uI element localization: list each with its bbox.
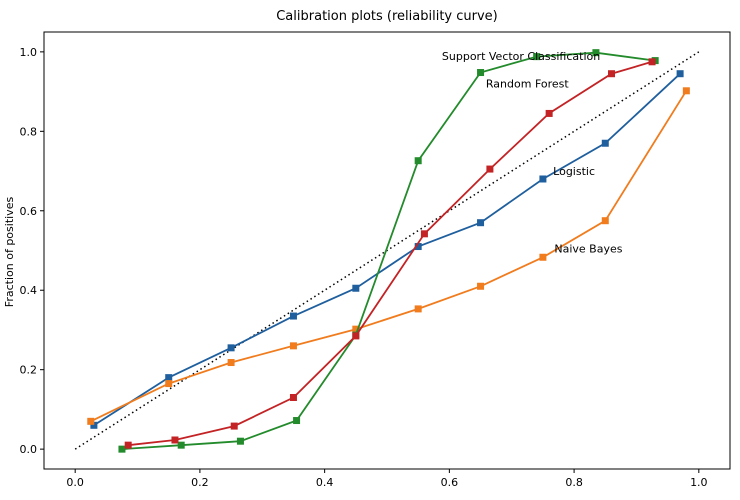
data-point-naive-bayes <box>165 380 173 388</box>
y-tick-label: 1.0 <box>20 46 38 59</box>
data-point-support-vector-classification <box>236 437 244 445</box>
x-tick-label: 1.0 <box>690 476 708 489</box>
data-point-random-forest <box>608 70 616 78</box>
data-point-naive-bayes <box>601 217 609 225</box>
data-point-random-forest <box>648 58 656 66</box>
data-point-logistic <box>539 175 547 183</box>
y-tick-label: 0.8 <box>20 125 38 138</box>
data-point-support-vector-classification <box>118 445 126 453</box>
data-point-naive-bayes <box>289 342 297 350</box>
data-point-naive-bayes <box>352 325 360 333</box>
data-point-support-vector-classification <box>592 49 600 57</box>
data-point-naive-bayes <box>539 253 547 261</box>
x-tick-label: 0.6 <box>441 476 459 489</box>
data-point-random-forest <box>124 441 132 449</box>
plot-frame <box>43 31 731 470</box>
data-point-random-forest <box>289 393 297 401</box>
axis-ticks: 0.0 0.2 0.4 0.6 0.8 1.0 0.0 0.2 0.4 0.6 0.8 1.0 <box>20 46 708 489</box>
chart-title: Calibration plots (reliability curve) <box>276 9 498 24</box>
x-tick-label: 0.0 <box>66 476 84 489</box>
x-tick-label: 0.2 <box>191 476 209 489</box>
data-point-logistic <box>676 70 684 78</box>
series-annotation: Logistic <box>553 165 595 178</box>
x-tick-label: 0.4 <box>316 476 334 489</box>
data-point-logistic <box>165 374 173 382</box>
y-tick-label: 0.0 <box>20 443 38 456</box>
y-tick-label: 0.4 <box>20 284 38 297</box>
series-line-logistic <box>93 73 681 427</box>
series-naive-bayes <box>87 87 690 425</box>
data-point-random-forest <box>486 165 494 173</box>
series-annotation: Support Vector Classification <box>442 50 600 63</box>
y-tick-label: 0.2 <box>20 364 38 377</box>
data-point-naive-bayes <box>682 87 690 95</box>
annotations: Support Vector Classification Random Fore… <box>442 50 623 256</box>
series-line-naive-bayes <box>90 90 688 423</box>
y-axis-label: Fraction of positives <box>3 197 16 308</box>
y-tick-label: 0.6 <box>20 205 38 218</box>
data-point-support-vector-classification <box>533 53 541 61</box>
data-point-random-forest <box>420 230 428 238</box>
data-point-support-vector-classification <box>477 69 485 77</box>
data-point-random-forest <box>352 332 360 340</box>
data-point-logistic <box>227 344 235 352</box>
series-annotation: Naive Bayes <box>554 242 622 255</box>
data-point-logistic <box>477 219 485 227</box>
series-line-random-forest <box>128 60 653 447</box>
data-point-logistic <box>90 421 98 429</box>
data-point-naive-bayes <box>414 305 422 313</box>
series-line-support-vector-classification <box>121 51 656 450</box>
data-point-logistic <box>352 284 360 292</box>
x-tick-label: 0.8 <box>565 476 583 489</box>
data-point-naive-bayes <box>87 417 95 425</box>
data-point-random-forest <box>545 109 553 117</box>
data-point-naive-bayes <box>477 282 485 290</box>
data-point-naive-bayes <box>227 359 235 367</box>
data-point-logistic <box>601 139 609 147</box>
data-point-random-forest <box>171 436 179 444</box>
data-point-random-forest <box>230 422 238 430</box>
series-annotation: Random Forest <box>486 78 569 91</box>
series-random-forest <box>124 58 656 449</box>
series-layer <box>87 49 690 453</box>
data-point-logistic <box>289 312 297 320</box>
data-point-logistic <box>414 243 422 251</box>
data-point-support-vector-classification <box>293 417 301 425</box>
data-point-support-vector-classification <box>414 157 422 165</box>
data-point-support-vector-classification <box>177 441 185 449</box>
series-logistic <box>90 70 684 429</box>
